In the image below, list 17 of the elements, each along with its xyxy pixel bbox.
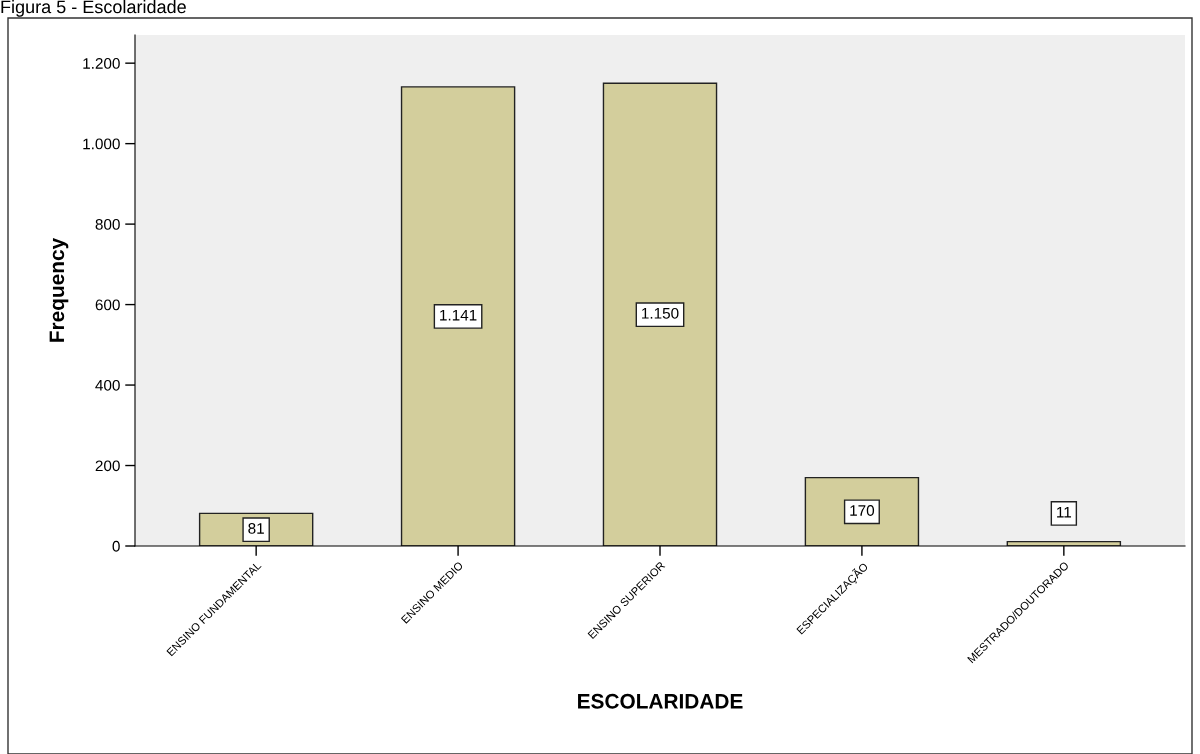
data-label: 1.141: [440, 309, 477, 321]
y-axis-title: Frequency: [49, 237, 69, 342]
chart-title: Figura 5 - Escolaridade: [1, 0, 186, 17]
data-label: 170: [850, 505, 875, 516]
data-label: 81: [248, 522, 264, 534]
x-axis-title: ESCOLARIDADE: [578, 693, 743, 709]
y-tick-label: 1.000: [83, 138, 120, 150]
data-label: 1.150: [642, 307, 679, 319]
data-label: 11: [1057, 506, 1072, 518]
y-tick-label: 600: [95, 299, 120, 311]
bar: [400, 86, 516, 546]
y-tick-label: 800: [95, 218, 120, 230]
bar: [602, 82, 718, 546]
y-tick-label: 200: [95, 460, 120, 472]
y-tick-label: 1.200: [83, 58, 120, 69]
y-tick-label: 0: [112, 540, 120, 552]
y-tick-label: 400: [95, 379, 120, 391]
